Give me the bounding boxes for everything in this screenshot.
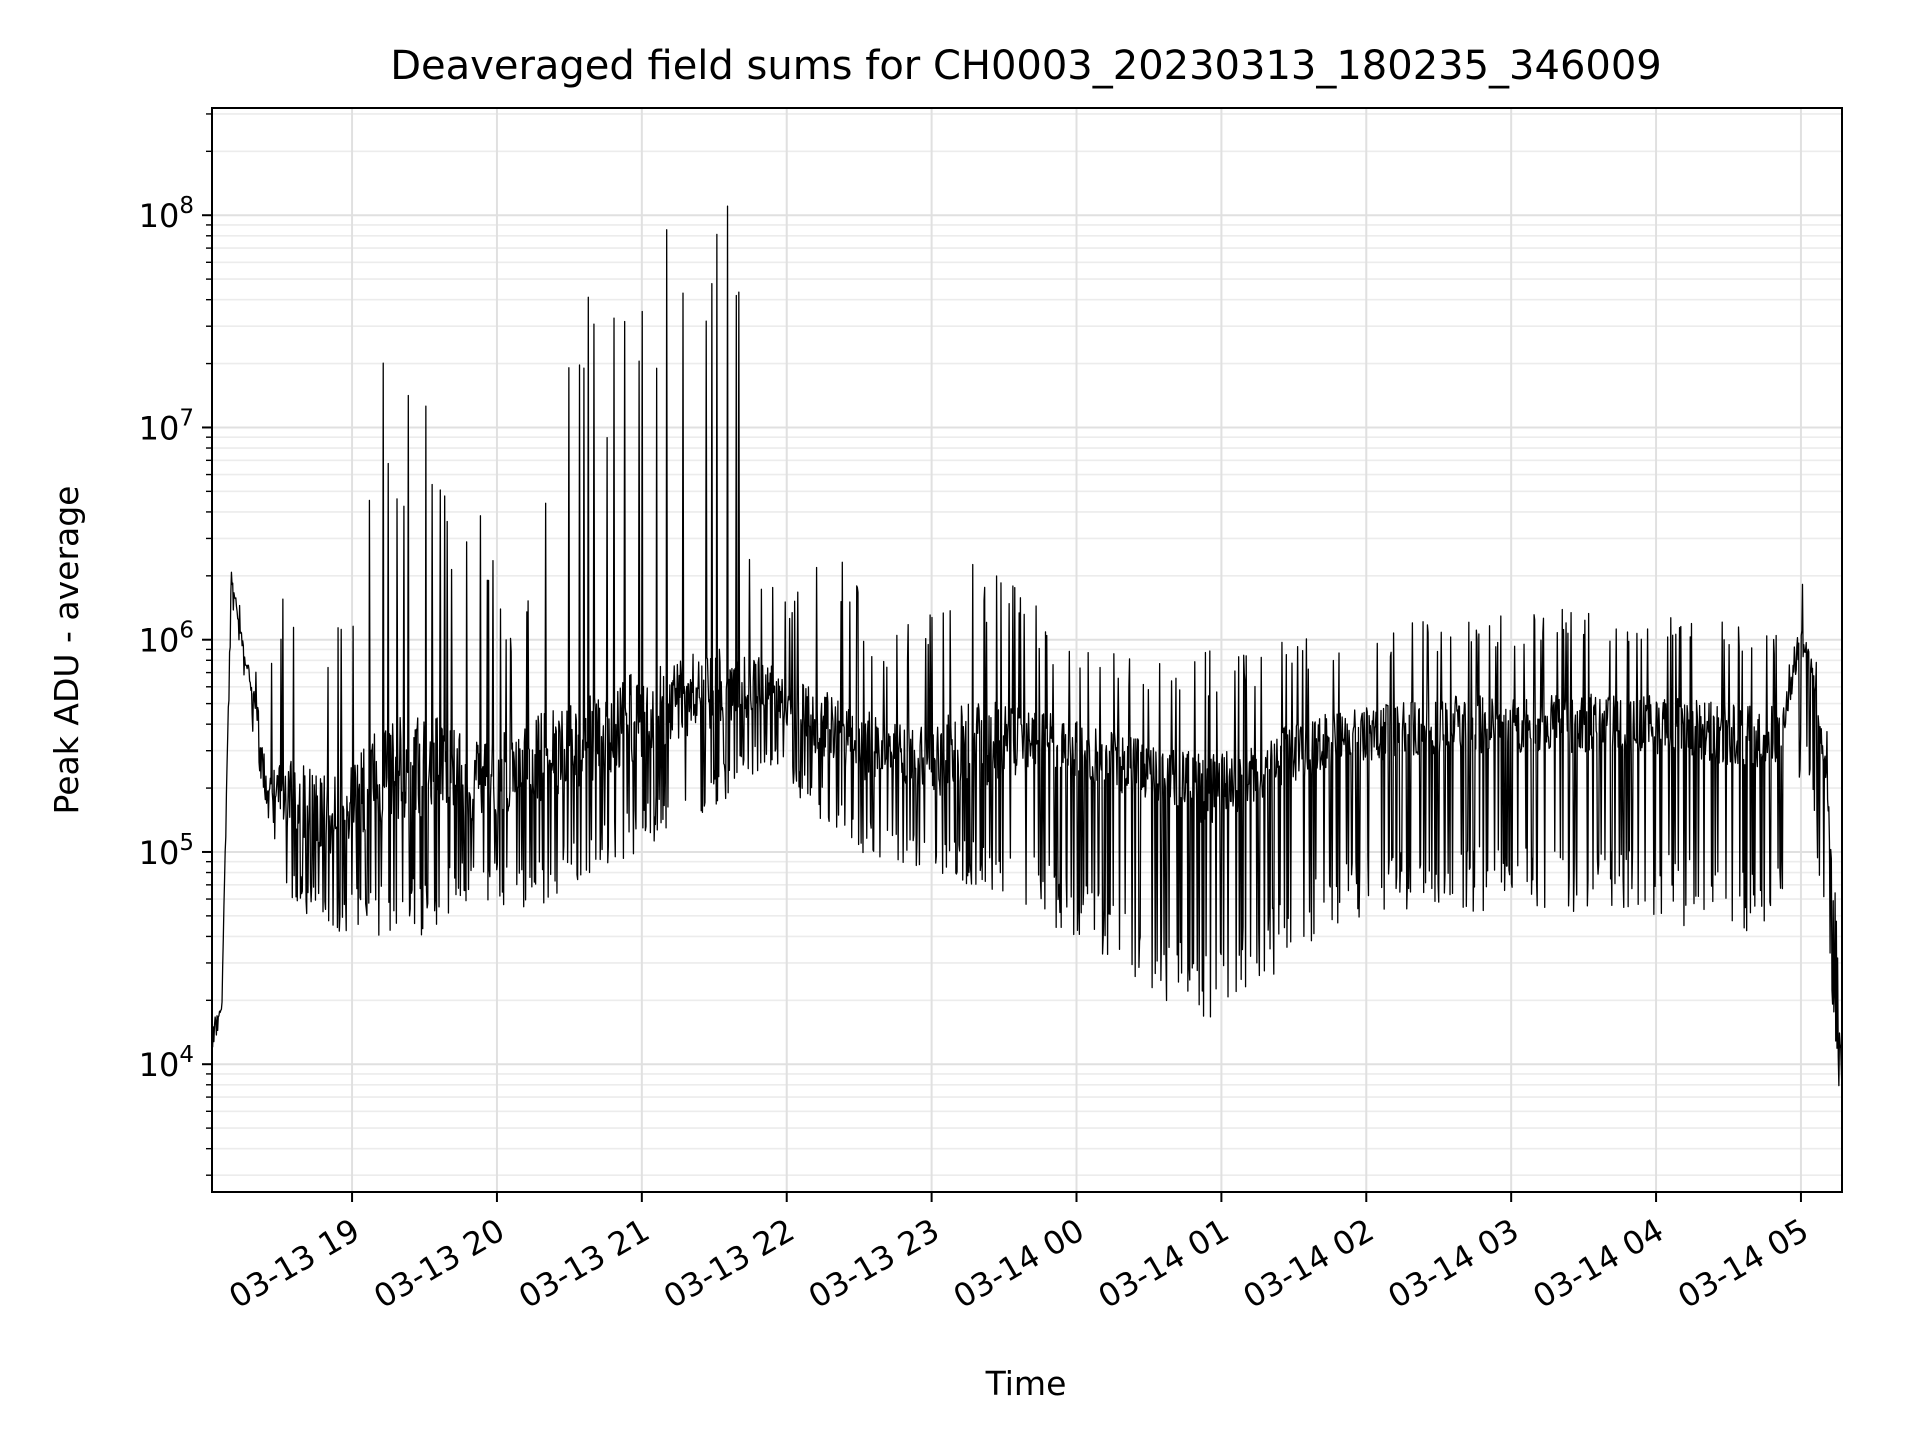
x-axis-label: Time [985, 1364, 1067, 1403]
y-tick-label: 105 [139, 830, 194, 872]
series-line [211, 205, 1843, 1094]
y-axis-label: Peak ADU - average [47, 486, 86, 815]
series-group [211, 205, 1843, 1094]
y-tick-label-exponent: 8 [179, 193, 194, 219]
y-tick-label-exponent: 4 [179, 1042, 194, 1068]
y-tick-label-base: 10 [139, 622, 180, 660]
y-tick-label-base: 10 [139, 197, 180, 235]
y-tick-label: 104 [139, 1042, 194, 1084]
y-tick-label-base: 10 [139, 1046, 180, 1084]
y-tick-label-base: 10 [139, 409, 180, 447]
y-tick-label: 107 [139, 405, 194, 447]
y-tick-label-exponent: 7 [179, 405, 194, 431]
y-tick-label: 108 [139, 193, 194, 235]
y-tick-label-exponent: 6 [179, 618, 194, 644]
chart-title: Deaveraged field sums for CH0003_2023031… [390, 43, 1662, 89]
y-tick-label-exponent: 5 [179, 830, 194, 856]
y-tick-label-base: 10 [139, 834, 180, 872]
y-tick-label: 106 [139, 618, 194, 660]
